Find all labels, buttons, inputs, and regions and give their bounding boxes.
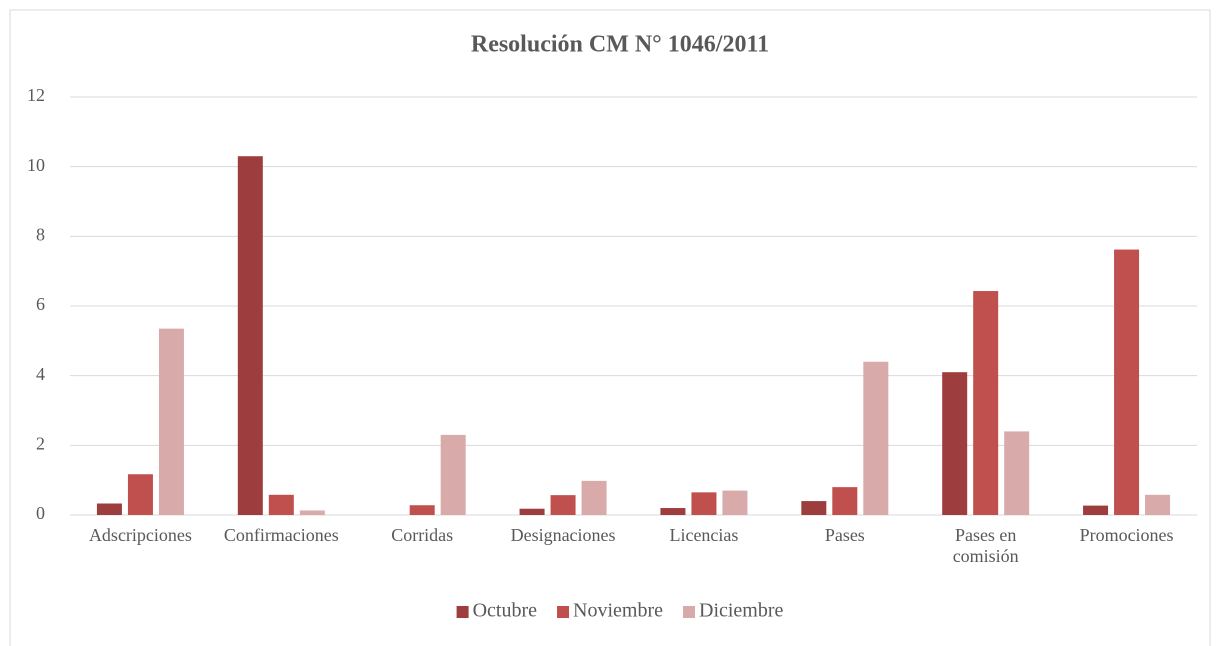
x-tick-label: Pases — [824, 525, 865, 545]
y-tick-label: 12 — [27, 85, 45, 105]
chart-title: Resolución CM N° 1046/2011 — [471, 32, 769, 58]
legend-item: Diciembre — [683, 600, 784, 622]
bar — [801, 501, 827, 515]
x-tick-label-wrap: Confirmaciones — [191, 525, 372, 546]
bar — [268, 494, 294, 515]
x-tick-label: Corridas — [391, 525, 454, 545]
y-tick-label: 0 — [36, 503, 45, 523]
y-tick-label: 8 — [36, 224, 45, 244]
x-tick-label: Designaciones — [510, 525, 616, 545]
bar — [409, 505, 435, 515]
legend-label: Diciembre — [699, 600, 784, 622]
x-tick-label-box: Promociones — [1036, 525, 1217, 546]
bar — [519, 508, 545, 515]
bar — [1083, 505, 1109, 515]
bar — [1114, 249, 1140, 515]
bar — [660, 508, 686, 515]
x-tick-label-box: Corridas — [332, 525, 513, 546]
bar — [299, 510, 325, 515]
bar — [1004, 431, 1030, 515]
y-tick-label: 2 — [36, 433, 45, 453]
bar — [127, 474, 153, 515]
x-tick-label: Confirmaciones — [223, 525, 339, 545]
bar — [440, 434, 466, 515]
bar — [942, 372, 968, 515]
x-tick-label-box: Designaciones — [473, 525, 654, 546]
x-tick-label-wrap: Promociones — [1036, 525, 1217, 546]
bar — [158, 328, 184, 515]
legend-item: Noviembre — [557, 600, 663, 622]
x-tick-label: Adscripciones — [88, 525, 192, 545]
bar — [581, 480, 607, 515]
bar — [832, 487, 858, 515]
bar — [237, 156, 263, 515]
x-tick-label: Licencias — [669, 525, 739, 545]
y-tick-label: 10 — [27, 155, 45, 175]
legend-item: Octubre — [456, 600, 538, 622]
x-tick-label-box: Adscripciones — [50, 525, 231, 546]
x-tick-label-box: Confirmaciones — [191, 525, 372, 546]
bar — [722, 490, 748, 515]
bar — [863, 361, 889, 515]
legend-swatch — [456, 606, 469, 618]
legend-label: Noviembre — [573, 600, 663, 622]
x-tick-label-wrap: Corridas — [332, 525, 513, 546]
y-tick-label: 4 — [36, 364, 45, 384]
x-tick-label-box: Pases — [754, 525, 935, 546]
bar — [96, 503, 122, 515]
x-tick-label-box: Licencias — [614, 525, 795, 546]
x-tick-label: Pases en comisión — [952, 525, 1019, 566]
x-tick-label-wrap: Pases — [754, 525, 935, 546]
legend-label: Octubre — [473, 600, 538, 622]
x-tick-label: Promociones — [1079, 525, 1174, 545]
bar — [1145, 494, 1171, 515]
bar — [550, 495, 576, 515]
y-tick-label: 6 — [36, 294, 45, 314]
x-tick-label-box: Pases en comisión — [895, 525, 1076, 567]
bar — [691, 492, 717, 515]
bar — [973, 291, 999, 515]
x-tick-label-wrap: Designaciones — [473, 525, 654, 546]
x-tick-label-wrap: Adscripciones — [50, 525, 231, 546]
x-tick-label-wrap: Licencias — [614, 525, 795, 546]
legend-swatch — [557, 606, 570, 618]
legend-swatch — [683, 606, 695, 618]
x-tick-label-wrap: Pases en comisión — [895, 525, 1076, 567]
chart-frame — [9, 9, 1211, 646]
